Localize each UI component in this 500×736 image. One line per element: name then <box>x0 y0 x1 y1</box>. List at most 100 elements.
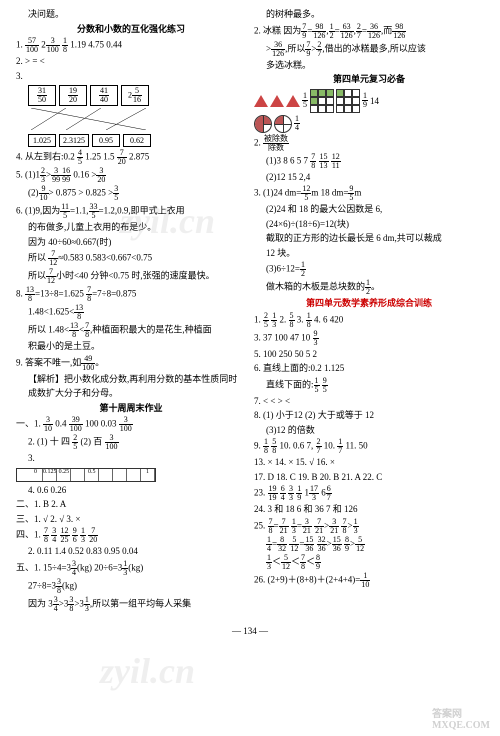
t: (kg) 20÷6=3 <box>77 562 122 572</box>
box: 2516 <box>121 85 149 106</box>
s11: 24. 3 和 18 6 和 36 7 和 126 <box>254 503 484 517</box>
r0: 的树种最多。 <box>254 8 484 22</box>
t: 4. 从左到右:0.2 <box>16 152 75 162</box>
t: 10. 0.6 7, <box>280 441 314 451</box>
circle-icon <box>254 115 272 133</box>
t: 2.875 <box>129 152 149 162</box>
t: 4. 6 420 <box>314 314 343 324</box>
r3e: (24×6)÷(18÷6)=12(块) <box>254 218 484 232</box>
r3: 3. (1)24 dm=125m 18 dm=95m <box>254 185 484 202</box>
box: 0.62 <box>123 134 151 147</box>
box: 3150 <box>28 85 56 106</box>
t: 3. (1)24 dm= <box>254 188 301 198</box>
s8: 13. × 14. × 15. √ 16. × <box>254 456 484 470</box>
r3d: (2)24 和 18 的最大公因数是 6, <box>254 203 484 217</box>
p6: 6. (1)9,因为115=1.1,335=1.2,0.9,即甲式上衣用 <box>16 203 246 220</box>
section-title: 第四单元复习必备 <box>254 73 484 87</box>
t: 五、1. 15÷4=3 <box>16 562 71 572</box>
s9: 17. D 18. C 19. B 20. B 21. A 22. C <box>254 471 484 485</box>
p3: 3. <box>16 70 246 84</box>
t: 0.16 > <box>73 170 96 180</box>
t: 1.48<1.625< <box>28 307 74 317</box>
t: =1.1, <box>70 206 89 216</box>
y4: 四、1. 78 34 1225 96 13 720 <box>16 527 246 544</box>
watermark: zyil.cn <box>100 650 195 692</box>
t: m <box>354 188 361 198</box>
p8e: 所以 1.48<138<78,种植面积最大的是花生,种植面 <box>16 322 246 339</box>
y5c: 因为 334>338>313,所以第一组平均每人采集 <box>16 596 246 613</box>
r3g: 12 块。 <box>254 247 484 261</box>
t: ,借出的冰糕最多,所以应该 <box>322 43 426 53</box>
r3h: (3)6÷12=12 <box>254 261 484 278</box>
t: 23. <box>254 488 265 498</box>
box: 0.95 <box>92 134 120 147</box>
t: 做木箱的木板是总块数的 <box>266 282 365 292</box>
p1: 1. 57100 23100 18 1.19 4.75 0.44 <box>16 37 246 54</box>
p9e: 成数扩大分子和分母。 <box>16 387 246 401</box>
t: 0.4 <box>55 419 66 429</box>
t: 26. (2+9)＋(8+8)＋(2+4+4)= <box>254 574 360 584</box>
s6: 8. (1) 小于12 (2) 大于或等于 12 <box>254 409 484 423</box>
y1d: 4. 0.6 0.26 <box>16 484 246 498</box>
s13: 26. (2+9)＋(8+8)＋(2+4+4)=110 <box>254 572 484 589</box>
p9d: 【解析】把小数化成分数,再利用分数的基本性质同时 <box>16 373 246 387</box>
t: 四、1. <box>16 530 41 540</box>
y1: 一、1. 310 0.4 39100 100 0.03 3100 <box>16 416 246 433</box>
t: >3 <box>74 598 84 608</box>
s4: 6. 直线上面的:0.2 1.125 <box>254 362 484 376</box>
box: 2.3125 <box>59 134 89 147</box>
t: 5. (1)1 <box>16 170 40 180</box>
section-title: 分数和小数的互化强化练习 <box>16 23 246 37</box>
r1f: 多选冰糕。 <box>254 59 484 73</box>
t: =1.2,0.9,即甲式上衣用 <box>99 206 185 216</box>
t: 。 <box>371 282 380 292</box>
box-row-bot: 1.025 2.3125 0.95 0.62 <box>16 134 246 147</box>
y4b: 2. 0.11 1.4 0.52 0.83 0.95 0.04 <box>16 545 246 559</box>
cross-lines <box>16 108 166 130</box>
t: 100 0.03 <box>85 419 117 429</box>
p4: 4. 从左到右:0.2 45 1.25 1.5 720 2.875 <box>16 149 246 166</box>
t: ,所以第一组平均每人采集 <box>90 598 191 608</box>
t: 一、1. <box>16 419 41 429</box>
box: 1.025 <box>28 134 56 147</box>
t: (kg) <box>128 562 143 572</box>
t: 2. 冰糕 因为 <box>254 25 301 35</box>
r2e: (2)12 15 2,4 <box>254 171 484 185</box>
t: 小时<40 分钟<0.75 时,张强的速度最快。 <box>56 271 215 281</box>
circle-icon <box>274 115 292 133</box>
t: 2. <box>28 546 35 556</box>
p8: 8. 138=13÷8=1.625 78=7÷8=0.875 <box>16 286 246 303</box>
p9: 9. 答案不唯一,如49100。 <box>16 355 246 372</box>
t: =7÷8=0.875 <box>92 289 136 299</box>
txt: 决问题。 <box>16 8 246 22</box>
t: 2. <box>280 314 287 324</box>
box: 4140 <box>90 85 118 106</box>
t: 10. <box>324 441 335 451</box>
r3i: 做木箱的木板是总块数的12。 <box>254 279 484 296</box>
box-row-top: 3150 1920 4140 2516 <box>16 85 246 106</box>
t: 1.25 1.5 <box>85 152 114 162</box>
s7: 9. 18 58 10. 0.6 7, 27 10. 17 11. 50 <box>254 438 484 455</box>
circle-row: 14 <box>254 115 484 133</box>
t: 1.19 4.75 0.44 <box>70 40 122 50</box>
t: 3. 37 100 47 10 <box>254 332 310 342</box>
t: 2. (1) 十 四 <box>28 437 70 447</box>
t: > 0.875 > 0.825 > <box>49 188 114 198</box>
t: >3 <box>59 598 69 608</box>
t: 25. <box>254 520 265 530</box>
s12b: 14=832 512=1536 3236>1536 89>512 <box>254 536 484 553</box>
triangle-icon <box>286 95 300 107</box>
t: 所以 <box>28 253 46 263</box>
grid-icon <box>310 89 334 113</box>
t: 11. 50 <box>346 441 368 451</box>
t: ,种植面积最大的是花生,种植面 <box>90 325 212 335</box>
t: (2) <box>28 188 39 198</box>
t: (3)6÷12= <box>266 264 300 274</box>
num: 1. <box>16 40 23 50</box>
p2: 2. > = < <box>16 55 246 69</box>
right-column: 的树种最多。 2. 冰糕 因为79=98126,12=63126,27=3612… <box>250 8 488 614</box>
t: 因为 3 <box>28 598 53 608</box>
p6f: 所以 712≈0.583 0.583<0.667<0.75 <box>16 250 246 267</box>
t: 答案不唯一,如 <box>25 357 81 367</box>
t: 0.11 1.4 0.52 0.83 0.95 0.04 <box>37 546 138 556</box>
